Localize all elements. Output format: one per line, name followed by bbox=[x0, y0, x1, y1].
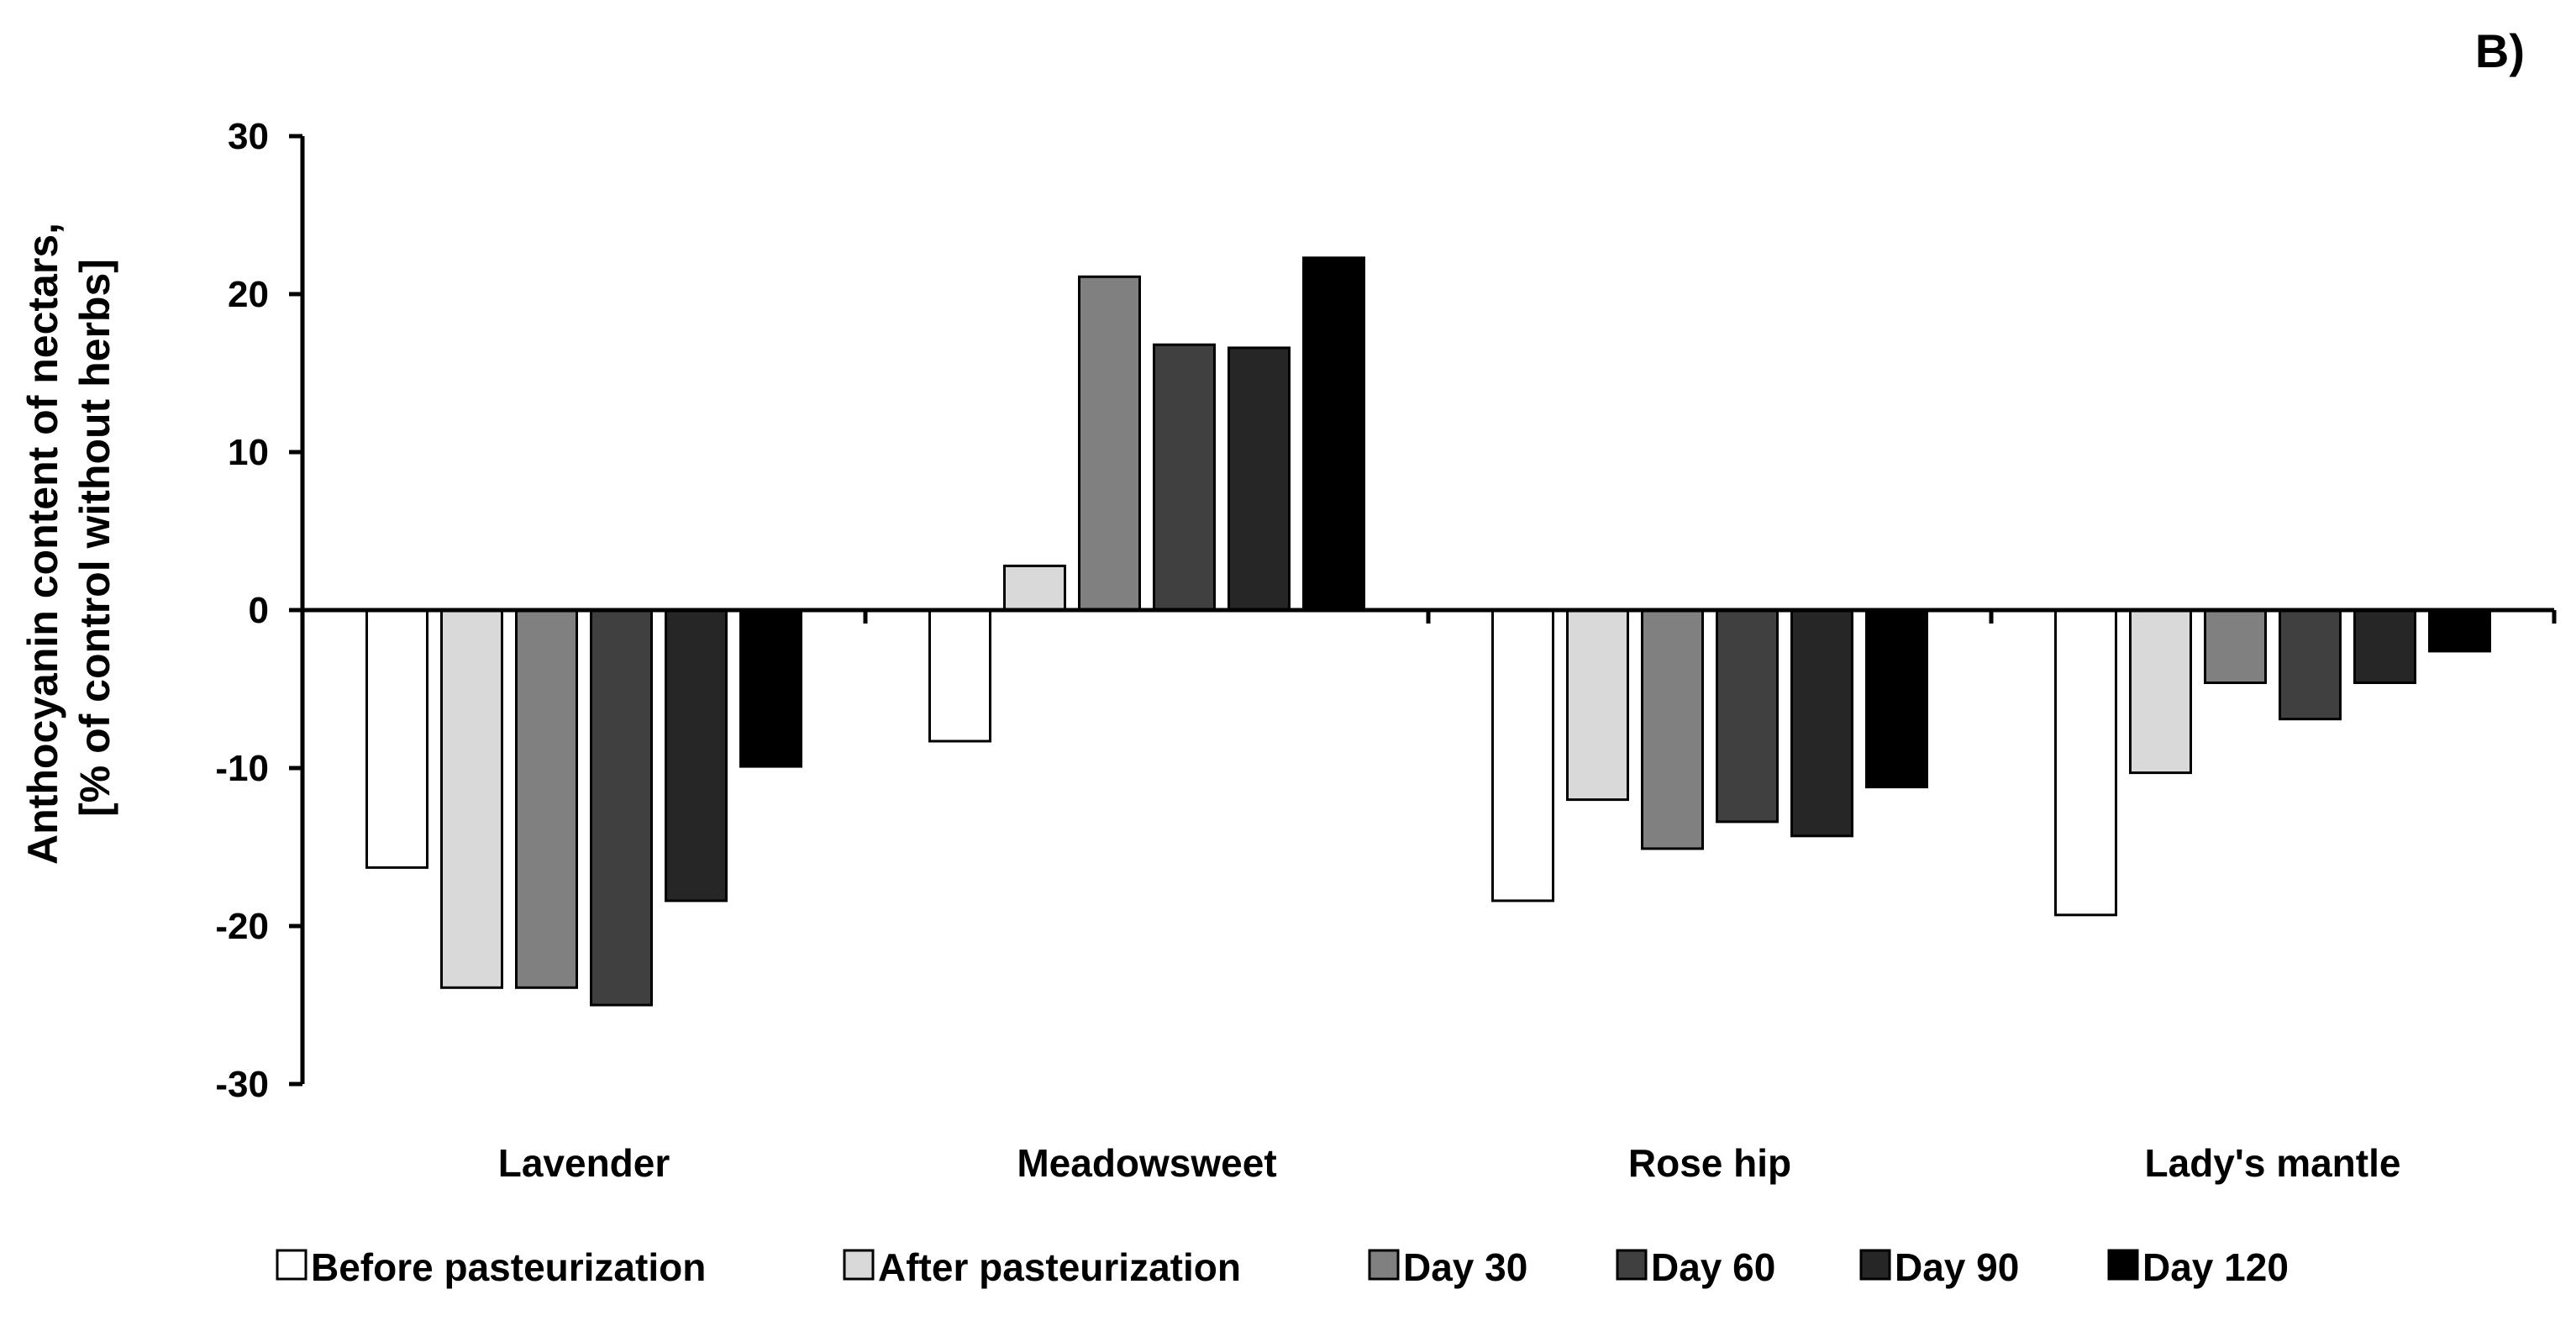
legend-label-after-pasteurization: After pasteurization bbox=[878, 1245, 1241, 1289]
legend-swatch-day-60 bbox=[1616, 1249, 1648, 1281]
legend-label-day-30: Day 30 bbox=[1403, 1245, 1527, 1289]
category-label-rose-hip: Rose hip bbox=[1628, 1141, 1791, 1185]
axes-group: Lavender Meadowsweet Rose hip Lady's mantle… bbox=[215, 116, 2557, 1185]
y-axis-title: Anthocyanin content of nectars, [% of co… bbox=[19, 211, 118, 865]
y-tick-label: -20 bbox=[215, 906, 269, 947]
y-tick-label: 10 bbox=[228, 432, 269, 473]
category-label-lavender: Lavender bbox=[498, 1141, 670, 1185]
legend-swatch-after-pasteurization bbox=[843, 1249, 875, 1281]
bar-lavender-day-120 bbox=[739, 608, 802, 768]
bar-rose-hip-day-60 bbox=[1716, 608, 1779, 824]
panel-label: B) bbox=[2475, 24, 2525, 77]
bar-rose-hip-day-90 bbox=[1790, 608, 1853, 838]
y-axis-title-line-1: Anthocyanin content of nectars, bbox=[19, 223, 66, 865]
legend: Before pasteurization After pasteurizatio… bbox=[276, 1245, 2289, 1289]
bar-meadowsweet-after-pasteurization bbox=[1003, 564, 1066, 612]
bar-lavender-before-pasteurization bbox=[365, 608, 428, 869]
bar-lady-s-mantle-day-60 bbox=[2279, 608, 2342, 721]
legend-label-day-120: Day 120 bbox=[2142, 1245, 2289, 1289]
legend-swatch-day-30 bbox=[1368, 1249, 1400, 1281]
bar-lavender-day-30 bbox=[515, 608, 578, 989]
bar-rose-hip-before-pasteurization bbox=[1491, 608, 1554, 903]
legend-swatch-before-pasteurization bbox=[276, 1249, 308, 1281]
legend-swatch-day-90 bbox=[1859, 1249, 1891, 1281]
bar-lady-s-mantle-day-30 bbox=[2204, 608, 2267, 684]
y-tick-label: -10 bbox=[215, 748, 269, 789]
bar-rose-hip-day-30 bbox=[1641, 608, 1704, 850]
bar-lady-s-mantle-day-120 bbox=[2428, 608, 2491, 653]
bar-lady-s-mantle-before-pasteurization bbox=[2054, 608, 2117, 917]
legend-label-day-90: Day 90 bbox=[1895, 1245, 2019, 1289]
category-label-meadowsweet: Meadowsweet bbox=[1017, 1141, 1276, 1185]
category-label-lady-s-mantle: Lady's mantle bbox=[2145, 1141, 2401, 1185]
y-tick-label: 0 bbox=[249, 590, 269, 631]
y-axis-title-line-2: [% of control without herbs] bbox=[71, 259, 118, 817]
legend-label-day-60: Day 60 bbox=[1651, 1245, 1775, 1289]
bar-rose-hip-after-pasteurization bbox=[1566, 608, 1629, 802]
bar-meadowsweet-day-90 bbox=[1228, 346, 1291, 612]
bar-meadowsweet-before-pasteurization bbox=[928, 608, 991, 743]
bar-lavender-day-90 bbox=[665, 608, 728, 903]
legend-label-before-pasteurization: Before pasteurization bbox=[311, 1245, 706, 1289]
bar-meadowsweet-day-60 bbox=[1153, 343, 1216, 612]
y-tick-label: 30 bbox=[228, 116, 269, 157]
y-tick-label: 20 bbox=[228, 274, 269, 315]
bar-meadowsweet-day-30 bbox=[1078, 275, 1141, 612]
bar-rose-hip-day-120 bbox=[1865, 608, 1928, 789]
bar-meadowsweet-day-120 bbox=[1302, 256, 1365, 612]
y-tick-label: -30 bbox=[215, 1064, 269, 1105]
legend-swatch-day-120 bbox=[2107, 1249, 2139, 1281]
bar-lady-s-mantle-after-pasteurization bbox=[2129, 608, 2192, 775]
bars-group bbox=[365, 256, 2491, 1007]
bar-lady-s-mantle-day-90 bbox=[2353, 608, 2416, 684]
bar-lavender-day-60 bbox=[590, 608, 653, 1007]
bar-lavender-after-pasteurization bbox=[440, 608, 503, 989]
